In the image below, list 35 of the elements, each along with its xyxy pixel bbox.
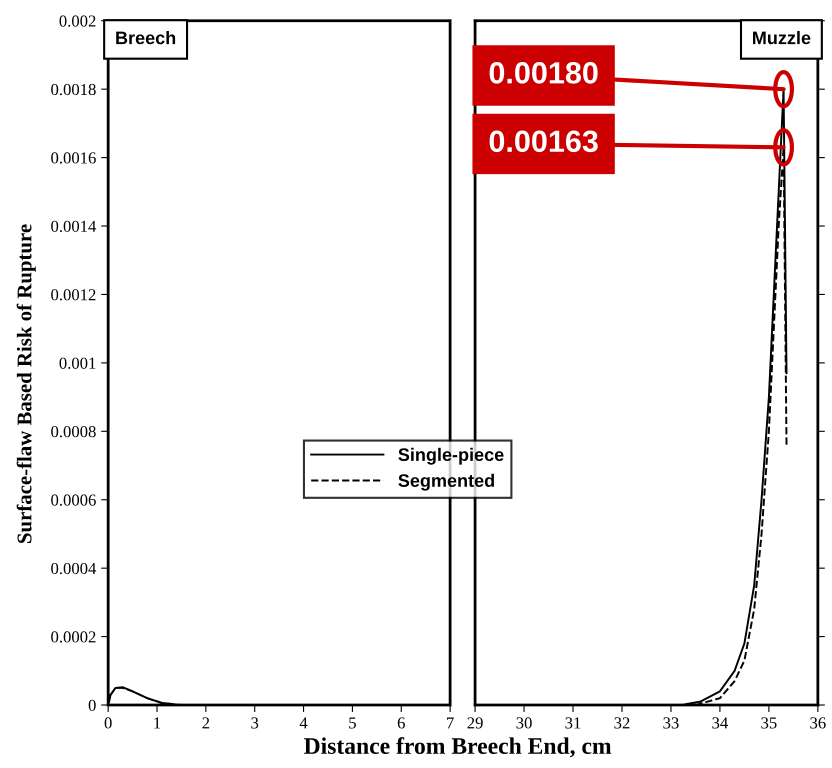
y-tick-label: 0.0008 <box>51 426 96 438</box>
x-tick-label: 1 <box>154 717 160 728</box>
x-tick-label: 2 <box>202 717 210 728</box>
x-tick-label: 7 <box>447 717 454 728</box>
x-tick-label: 3 <box>251 717 258 729</box>
annotation: 0.00180 <box>490 62 598 84</box>
x-tick-label: 29 <box>467 717 483 729</box>
legend-label: Segmented <box>398 474 494 491</box>
x-tick-label: 6 <box>398 717 405 729</box>
y-tick-label: 0.0004 <box>51 562 96 574</box>
y-tick-label: 0.0014 <box>51 220 96 232</box>
x-tick-label: 4 <box>300 717 308 728</box>
y-tick-label: 0.0018 <box>51 84 96 96</box>
x-tick-label: 35 <box>761 717 777 729</box>
x-tick-label: 5 <box>349 717 356 729</box>
x-tick-label: 36 <box>810 717 826 729</box>
x-tick-label: 34 <box>712 717 728 729</box>
x-tick-label: 32 <box>614 717 630 729</box>
annotation: Muzzle <box>753 31 810 44</box>
y-tick-label: 0.0012 <box>51 289 96 300</box>
annotation: 0.00163 <box>490 130 598 152</box>
y-tick-label: 0.0002 <box>51 631 96 643</box>
x-tick-label: 0 <box>104 717 112 729</box>
x-tick-label: 30 <box>516 717 532 729</box>
x-tick-label: 33 <box>663 717 679 729</box>
legend-label: Single-piece <box>398 448 504 465</box>
y-axis-title: Surface-flaw Based Risk of Rupture <box>16 224 36 544</box>
y-tick-label: 0.002 <box>59 15 96 27</box>
y-tick-label: 0 <box>88 700 96 711</box>
annotation: Breech <box>116 31 176 44</box>
y-tick-label: 0.0006 <box>51 494 96 506</box>
x-tick-label: 31 <box>565 717 580 729</box>
y-tick-label: 0.0016 <box>51 152 96 164</box>
x-axis-title: Distance from Breech End, cm <box>304 737 612 758</box>
y-tick-label: 0.001 <box>59 358 96 369</box>
